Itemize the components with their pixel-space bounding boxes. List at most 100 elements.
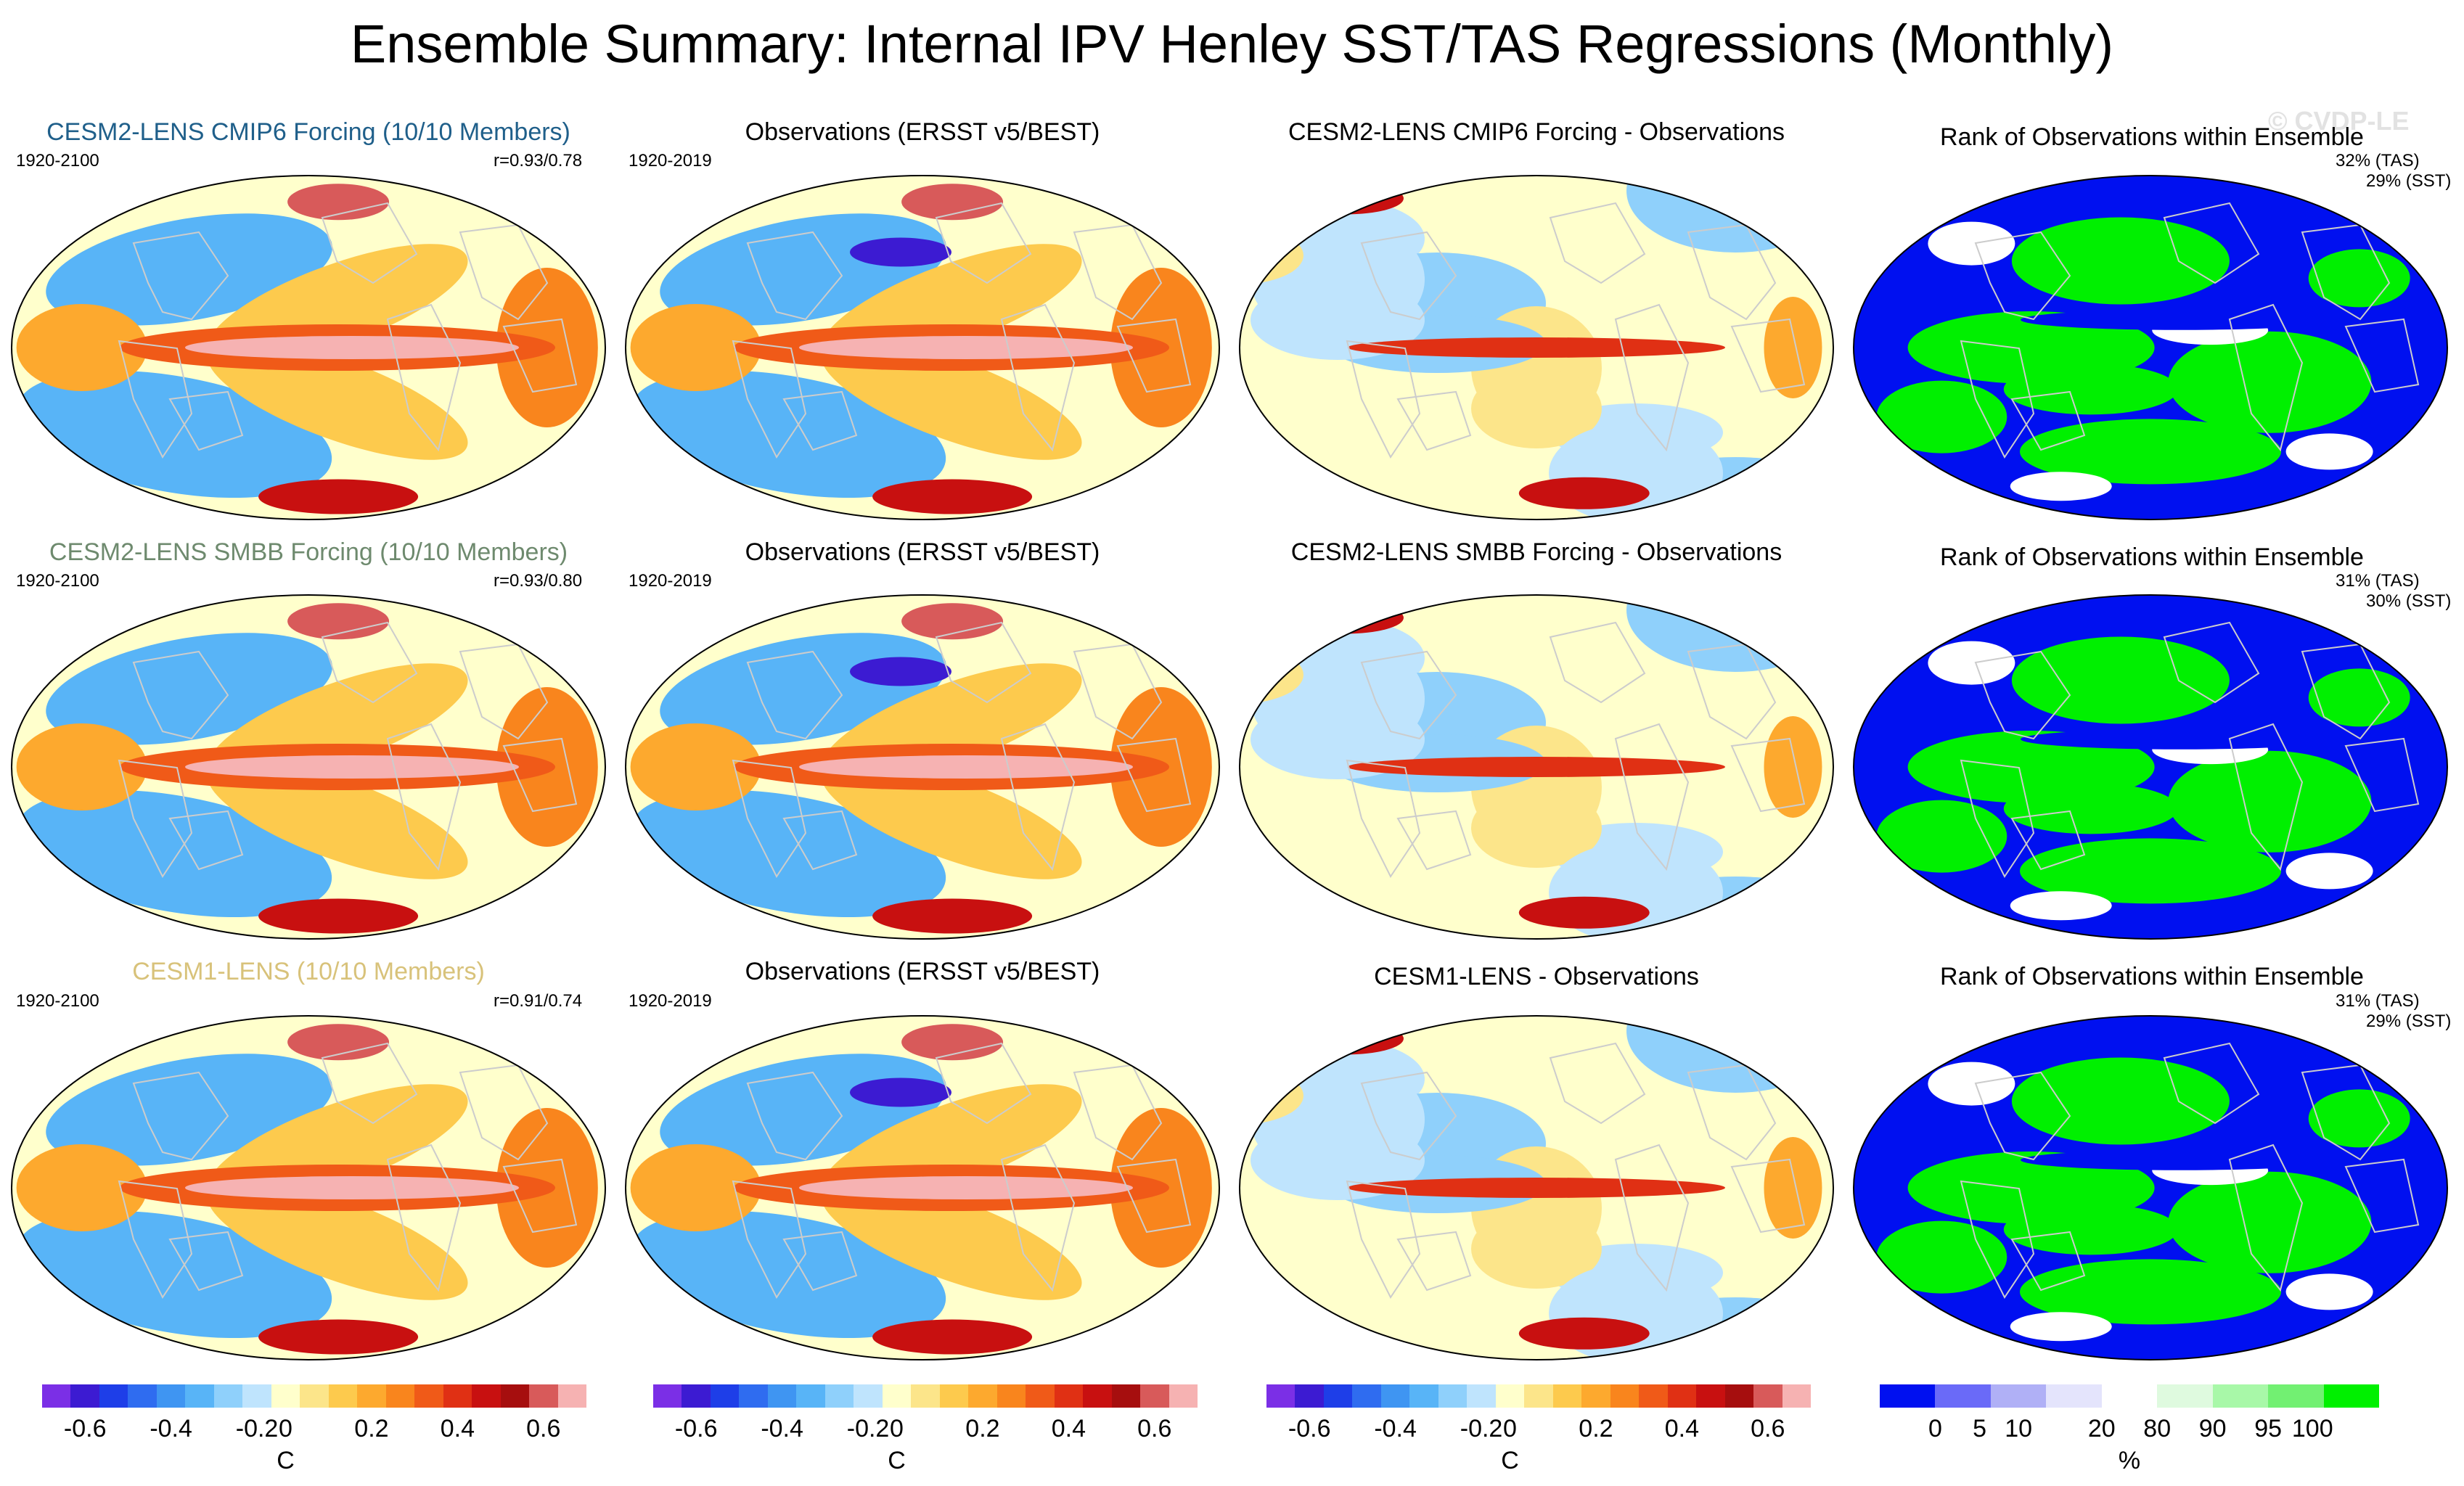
mid-rank-region [2010, 1312, 2112, 1342]
arctic-anomaly [1287, 1022, 1404, 1055]
high-rank-region [2168, 1171, 2372, 1273]
colorbar-swatch [1026, 1384, 1055, 1408]
continent-outline [1346, 340, 1421, 459]
map-border [625, 594, 1220, 940]
equatorial-band [1348, 337, 1725, 358]
continent-outline [1730, 1158, 1806, 1233]
colorbar-swatch [939, 1384, 969, 1408]
continent-outline [1960, 759, 2035, 878]
colorbar-swatch [42, 1384, 71, 1408]
colorbar-tick-label: 0 [890, 1415, 904, 1442]
obs-panel-title-2: Observations (ERSST v5/BEST) [745, 538, 1100, 566]
colorbar-unit: C [277, 1447, 295, 1474]
colorbar-swatch [1880, 1384, 1936, 1408]
colorbar-swatch [2157, 1384, 2214, 1408]
high-rank-region [2003, 364, 2178, 415]
indian-ocean-warm [16, 1144, 147, 1231]
continent-outline [1116, 737, 1192, 813]
continent-outline [459, 223, 549, 321]
colorbar-swatch [682, 1384, 711, 1408]
colorbar-swatch [1581, 1384, 1611, 1408]
colorbar-tick-label: -0.6 [674, 1415, 718, 1442]
continent-outline [1396, 1231, 1472, 1292]
model-period-1: 1920-2100 [16, 151, 99, 171]
colorbar-tick-label: 0.4 [1051, 1415, 1086, 1442]
colorbar-swatch [557, 1384, 587, 1408]
continent-outline [1549, 202, 1646, 284]
continent-outline [732, 340, 807, 459]
model-map-panel-1 [11, 175, 606, 520]
map-border [1853, 594, 2448, 940]
continent-outline [2344, 1158, 2420, 1233]
colorbar-swatch [739, 1384, 769, 1408]
high-rank-region [2011, 1057, 2230, 1145]
continent-outline [1614, 303, 1690, 452]
continent-outline [502, 1158, 578, 1233]
model-panel-title-1: CESM2-LENS CMIP6 Forcing (10/10 Members) [46, 118, 570, 146]
continent-outline [502, 318, 578, 393]
model-map-panel-2 [11, 594, 606, 940]
diff-map-panel-3 [1239, 1015, 1834, 1360]
equatorial-low-rank [2021, 309, 2341, 330]
equatorial-band [1348, 1178, 1725, 1198]
model-panel-title-3: CESM1-LENS (10/10 Members) [132, 958, 485, 985]
colorbar-tick-label: 0.2 [354, 1415, 389, 1442]
continent-outline [2163, 621, 2260, 704]
indian-ocean-warm [630, 304, 761, 391]
high-rank-region [2308, 1089, 2410, 1148]
continent-outline [2344, 737, 2420, 813]
diff-panel-title-2: CESM2-LENS SMBB Forcing - Observations [1290, 538, 1782, 566]
antarctic-warm [258, 1319, 419, 1355]
continent-outline [1730, 318, 1806, 393]
continent-outline [1614, 1144, 1690, 1292]
obs-map-panel-2 [625, 594, 1220, 940]
colorbar-swatch [710, 1384, 740, 1408]
africa-anomaly [1764, 716, 1822, 818]
continent-outline [1116, 318, 1192, 393]
colorbar-tick-label: 90 [2198, 1415, 2227, 1442]
colorbar-tick-label: 0 [279, 1415, 292, 1442]
continent-outline [1974, 1071, 2071, 1161]
continent-outline [2010, 1231, 2086, 1292]
map-border [625, 1015, 1220, 1360]
colorbar-swatch [854, 1384, 883, 1408]
colorbar-swatch [70, 1384, 100, 1408]
obs-panel-title-3: Observations (ERSST v5/BEST) [745, 958, 1100, 985]
enso-core [185, 755, 519, 779]
continent-outline [118, 340, 193, 459]
equatorial-low-rank [2021, 728, 2341, 750]
colorbar-swatch [472, 1384, 502, 1408]
antarctic-warm [872, 898, 1033, 934]
colorbar-swatch [1438, 1384, 1468, 1408]
rank-tas-pct-3: 31% (TAS) [2336, 991, 2420, 1011]
map-border [625, 175, 1220, 520]
antarctic-warm [872, 479, 1033, 514]
high-rank-region [2308, 668, 2410, 727]
rank-tas-pct-2: 31% (TAS) [2336, 571, 2420, 591]
colorbar-tick-label: -0.4 [761, 1415, 803, 1442]
colorbar-swatch [443, 1384, 472, 1408]
colorbar-swatch [271, 1384, 300, 1408]
continent-outline [1346, 1180, 1421, 1299]
continent-outline [321, 1042, 418, 1125]
colorbar-tick-label: 0.4 [1664, 1415, 1699, 1442]
mid-rank-region [2010, 891, 2112, 921]
colorbar-tick-label: 5 [1973, 1415, 1987, 1442]
continent-outline [1549, 1042, 1646, 1125]
mid-rank-region [2285, 853, 2373, 890]
map-border [11, 175, 606, 520]
mid-rank-region [2285, 433, 2373, 470]
colorbar-swatch [500, 1384, 530, 1408]
colorbar-swatch [1467, 1384, 1497, 1408]
colorbar-swatch [1266, 1384, 1296, 1408]
colorbar-swatch [1552, 1384, 1582, 1408]
continent-outline [2228, 723, 2304, 871]
colorbar-swatch [1524, 1384, 1554, 1408]
colorbar-swatch [1610, 1384, 1640, 1408]
watermark: © CVDP-LE [2268, 106, 2410, 136]
continent-outline [1360, 650, 1457, 740]
continent-outline [935, 1042, 1032, 1125]
arctic-anomaly [1287, 182, 1404, 215]
colorbar-tick-label: -0.2 [235, 1415, 279, 1442]
continent-outline [132, 650, 229, 740]
